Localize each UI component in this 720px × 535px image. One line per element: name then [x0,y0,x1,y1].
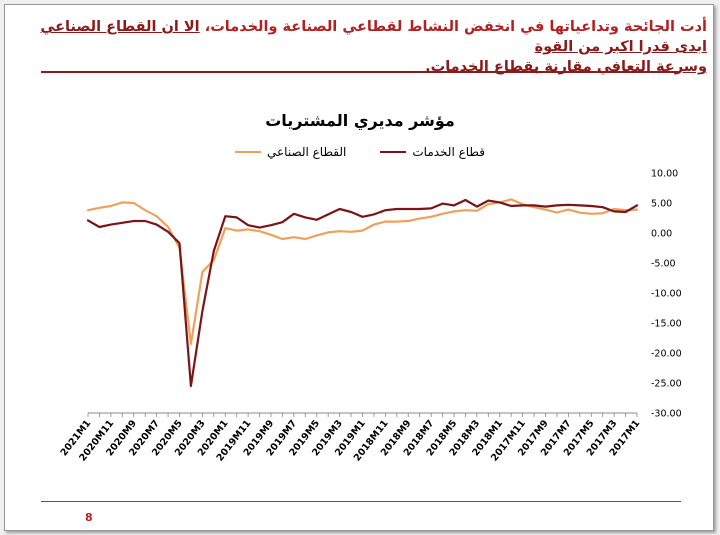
pmi-line-chart: 10.00 5.00 0.00 -5.00 -10.00 -15.00 -20.00 -25.… [59,169,682,464]
legend-item-industrial: القطاع الصناعي [235,145,346,159]
header-divider [41,71,679,73]
series-line-industrial [86,198,639,346]
legend-label-services: قطاع الخدمات [412,145,486,159]
chart-legend: قطاع الخدمات القطاع الصناعي [5,145,715,159]
y-tick-label: 0.00 [651,229,672,240]
y-tick-label: -15.00 [651,319,682,330]
legend-swatch-industrial [235,151,261,153]
page-number: 8 [85,511,93,524]
legend-swatch-services [380,151,407,153]
y-tick-label: -25.00 [651,379,682,390]
legend-item-services: قطاع الخدمات [380,145,485,159]
y-tick-label: -30.00 [651,409,682,420]
series-line-services [86,198,639,388]
y-tick-label: 5.00 [651,199,672,210]
footer-divider [41,501,681,502]
y-tick-label: -5.00 [651,259,676,270]
y-tick-label: -10.00 [651,289,682,300]
slide: أدت الجائحة وتداعياتها في انخفض النشاط ل… [4,4,714,531]
y-tick-label: -20.00 [651,349,682,360]
header-text-underlined: الا ان القطاع الصناعي ابدى قدرا اكبر من … [40,19,707,55]
chart-title: مؤشر مديري المشتريات [265,111,455,130]
legend-label-industrial: القطاع الصناعي [267,145,347,159]
y-tick-label: 10.00 [651,169,678,180]
header-text-plain: أدت الجائحة وتداعياتها في انخفض النشاط ل… [199,19,707,35]
